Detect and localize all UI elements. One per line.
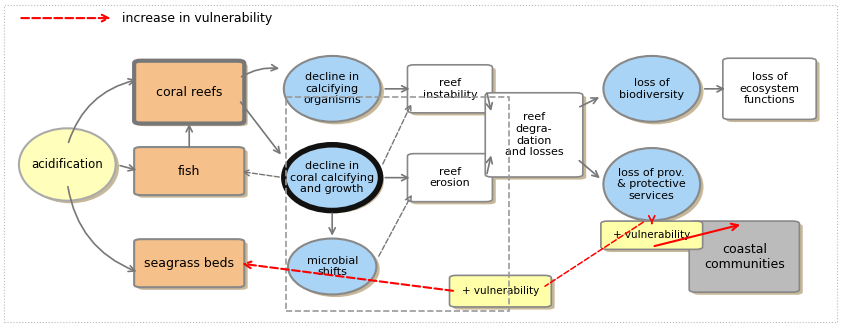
FancyBboxPatch shape	[407, 154, 493, 202]
FancyBboxPatch shape	[452, 278, 555, 310]
Text: acidification: acidification	[31, 158, 103, 171]
Ellipse shape	[603, 56, 700, 122]
Text: reef
erosion: reef erosion	[430, 167, 470, 189]
Ellipse shape	[287, 59, 383, 124]
Ellipse shape	[603, 148, 700, 220]
Ellipse shape	[287, 147, 383, 213]
FancyBboxPatch shape	[137, 63, 247, 126]
FancyBboxPatch shape	[722, 58, 816, 119]
Ellipse shape	[283, 145, 380, 211]
FancyBboxPatch shape	[604, 224, 706, 252]
Text: seagrass beds: seagrass beds	[144, 257, 235, 270]
FancyBboxPatch shape	[137, 150, 247, 198]
Ellipse shape	[292, 241, 379, 297]
FancyBboxPatch shape	[489, 95, 586, 180]
FancyBboxPatch shape	[407, 65, 493, 113]
Bar	[286, 97, 509, 311]
Text: decline in
coral calcifying
and growth: decline in coral calcifying and growth	[290, 161, 374, 194]
FancyBboxPatch shape	[449, 275, 551, 307]
Text: microbial
shifts: microbial shifts	[306, 256, 358, 277]
FancyBboxPatch shape	[134, 239, 244, 287]
Text: coastal
communities: coastal communities	[704, 242, 785, 271]
Text: loss of
biodiversity: loss of biodiversity	[619, 78, 685, 100]
Text: decline in
calcifying
organisms: decline in calcifying organisms	[304, 72, 361, 105]
Text: fish: fish	[178, 164, 200, 178]
Text: increase in vulnerability: increase in vulnerability	[122, 12, 272, 25]
Text: loss of prov.
& protective
services: loss of prov. & protective services	[617, 168, 686, 201]
Ellipse shape	[283, 56, 380, 122]
FancyBboxPatch shape	[690, 221, 799, 292]
FancyBboxPatch shape	[410, 156, 495, 204]
FancyBboxPatch shape	[727, 61, 819, 122]
Text: coral reefs: coral reefs	[156, 86, 222, 99]
FancyBboxPatch shape	[410, 67, 495, 115]
Text: reef
degra-
dation
and losses: reef degra- dation and losses	[505, 113, 563, 157]
Text: + vulnerability: + vulnerability	[613, 230, 690, 240]
Text: + vulnerability: + vulnerability	[462, 286, 539, 296]
Text: loss of
ecosystem
functions: loss of ecosystem functions	[739, 72, 800, 105]
Text: reef
instability: reef instability	[423, 78, 477, 100]
Ellipse shape	[23, 131, 119, 203]
Ellipse shape	[607, 151, 703, 223]
Ellipse shape	[607, 59, 703, 124]
FancyBboxPatch shape	[134, 61, 244, 124]
FancyBboxPatch shape	[134, 147, 244, 195]
FancyBboxPatch shape	[600, 221, 702, 249]
Ellipse shape	[288, 239, 376, 294]
Ellipse shape	[19, 128, 115, 201]
FancyBboxPatch shape	[692, 224, 802, 295]
FancyBboxPatch shape	[137, 242, 247, 290]
FancyBboxPatch shape	[485, 93, 583, 177]
